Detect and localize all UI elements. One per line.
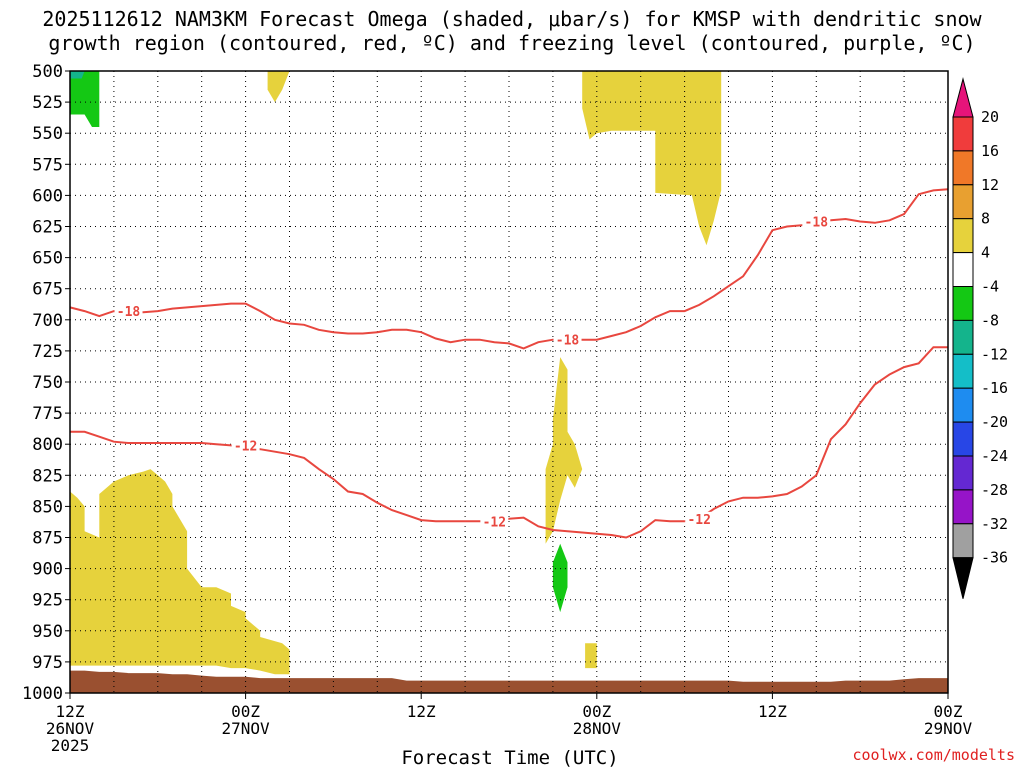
y-tick-label-550: 550 [32,124,63,144]
shaded-region-0 [70,469,290,675]
contour-label-bg-0-2 [553,332,582,347]
x-axis-label: Forecast Time (UTC) [401,747,618,768]
colorbar-segment-5 [952,286,974,321]
colorbar-label-11: -28 [981,481,1008,499]
colorbar-label-9: -20 [981,413,1008,431]
y-tick-label-825: 825 [32,466,63,486]
y-tick-label-600: 600 [32,186,63,206]
x-tick-label-24-0: 12Z [407,702,436,721]
colorbar-label-2: 12 [981,176,999,194]
colorbar-segment-11 [952,489,974,525]
colorbar-label-4: 4 [981,244,990,262]
credit-text: coolwx.com/modelts [852,746,1015,764]
colorbar-segment-4 [952,252,974,288]
contour-line-1 [70,346,948,539]
contour-line-0 [69,188,949,350]
colorbar-top-arrow [952,77,974,118]
x-tick-label-60-1: 29NOV [924,719,973,738]
contour-label-0-2: -18 [556,334,580,349]
x-tick-label-48-0: 12Z [758,702,787,721]
chart-title-line2: growth region (contoured, red, ºC) and f… [48,31,975,55]
colorbar-label-1: 16 [981,142,999,160]
colorbar-label-10: -24 [981,447,1008,465]
colorbar-label-5: -4 [981,278,999,296]
contour-label-bg-1-2 [685,511,714,526]
colorbar-segment-6 [952,319,974,355]
colorbar-segment-12 [952,523,974,559]
colorbar-bottom-arrow [952,557,974,599]
colorbar-segment-0 [952,116,974,152]
colorbar-segment-2 [952,184,974,220]
colorbar-label-0: 20 [981,108,999,126]
contour-label-bg-0-0 [114,304,143,319]
contour-label-1-1: -12 [483,515,506,530]
y-tick-label-575: 575 [32,155,63,175]
x-tick-label-60-0: 00Z [934,702,963,721]
x-tick-label-0-1: 26NOV [46,719,95,738]
shaded-region-7 [70,71,85,79]
contour-label-0-1: -18 [805,216,829,231]
colorbar-segment-10 [952,455,974,491]
x-tick-label-12-1: 27NOV [222,719,271,738]
y-tick-label-800: 800 [32,435,63,455]
contour-label-0-0: -18 [117,305,141,320]
shaded-region-2 [582,71,722,246]
colorbar-segment-9 [952,421,974,457]
colorbar-label-8: -16 [981,379,1008,397]
colorbar-label-13: -36 [981,549,1008,567]
shaded-region-4 [585,643,597,669]
y-tick-label-725: 725 [32,342,63,362]
colorbar-segment-3 [952,218,974,254]
y-tick-label-900: 900 [32,560,63,580]
y-tick-label-650: 650 [32,249,63,269]
colorbar-segment-8 [952,387,974,423]
contour-label-bg-1-1 [480,514,509,529]
y-tick-label-775: 775 [32,404,63,424]
chart-title-line1: 2025112612 NAM3KM Forecast Omega (shaded… [42,7,982,31]
colorbar-label-6: -8 [981,311,999,329]
contour-label-1-0: -12 [234,439,257,454]
colorbar: 20 16 12 8 4 -4 -8 -12 -16 -20 -24 -28 -32 -36 [952,77,1008,599]
x-tick-label-0-2: 2025 [51,736,90,755]
y-tick-label-925: 925 [32,591,63,611]
colorbar-label-3: 8 [981,210,990,228]
shaded-region-1 [267,71,290,103]
colorbar-segment-1 [952,150,974,186]
contour-label-bg-0-1 [802,214,831,229]
x-tick-label-0-0: 12Z [56,702,85,721]
contour-label-1-2: -12 [687,513,710,528]
shaded-region-3 [545,357,583,544]
y-tick-label-675: 675 [32,280,63,300]
y-tick-label-950: 950 [32,622,63,642]
y-tick-label-875: 875 [32,529,63,549]
colorbar-label-7: -12 [981,345,1008,363]
y-tick-label-750: 750 [32,373,63,393]
x-tick-label-12-0: 00Z [231,702,260,721]
y-tick-label-850: 850 [32,497,63,517]
colorbar-label-12: -32 [981,515,1008,533]
y-tick-label-625: 625 [32,218,63,238]
colorbar-segment-7 [952,353,974,389]
y-tick-label-500: 500 [32,62,63,82]
shaded-region-6 [552,543,568,613]
y-tick-label-700: 700 [32,311,63,331]
shaded-region-5 [70,71,100,127]
y-tick-label-1000: 1000 [22,684,63,704]
x-tick-label-36-1: 28NOV [573,719,622,738]
y-tick-label-525: 525 [32,93,63,113]
y-tick-label-975: 975 [32,653,63,673]
contour-label-bg-1-0 [231,438,260,453]
plot-area: -18 -18 -18 -12 -12 -12 500 525 550 575 600 625 650 6… [22,62,972,755]
x-tick-label-36-0: 00Z [582,702,611,721]
